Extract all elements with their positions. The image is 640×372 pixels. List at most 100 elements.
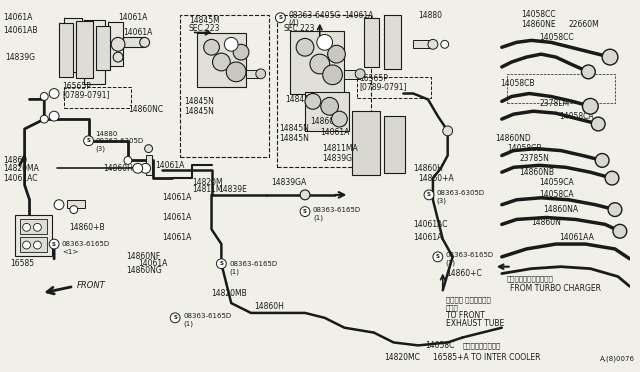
Text: S: S xyxy=(52,241,56,247)
Bar xyxy=(352,111,380,175)
Text: 14061A: 14061A xyxy=(3,13,33,22)
Bar xyxy=(180,15,269,157)
Text: 14860+C: 14860+C xyxy=(445,269,481,278)
Text: 14860NC: 14860NC xyxy=(310,116,345,126)
Bar xyxy=(507,74,615,103)
Circle shape xyxy=(22,224,31,231)
Bar xyxy=(196,32,246,87)
Text: (4): (4) xyxy=(288,19,299,28)
Text: FRONT: FRONT xyxy=(77,281,106,290)
Text: S: S xyxy=(220,261,223,266)
Text: 16585+A TO INTER COOLER: 16585+A TO INTER COOLER xyxy=(433,353,540,362)
Circle shape xyxy=(54,200,64,209)
Text: 14860NA: 14860NA xyxy=(543,205,579,214)
Circle shape xyxy=(310,54,330,74)
Circle shape xyxy=(300,207,310,217)
Bar xyxy=(97,26,110,70)
Circle shape xyxy=(582,65,595,79)
Text: 14061A: 14061A xyxy=(163,232,192,242)
Circle shape xyxy=(323,65,342,85)
Text: 14839G: 14839G xyxy=(322,154,352,163)
Text: 14845N: 14845N xyxy=(280,124,309,134)
Text: 14880: 14880 xyxy=(95,131,118,137)
Circle shape xyxy=(216,259,227,269)
Text: EXHAUST TUBE: EXHAUST TUBE xyxy=(445,319,504,328)
Text: 14811M: 14811M xyxy=(192,185,222,195)
Text: 14061AB: 14061AB xyxy=(3,26,38,35)
Text: 14860+A: 14860+A xyxy=(418,174,454,183)
Text: (1): (1) xyxy=(183,321,193,327)
Bar xyxy=(64,18,82,72)
Text: S: S xyxy=(303,209,307,214)
Circle shape xyxy=(113,52,123,62)
Circle shape xyxy=(608,203,622,217)
Circle shape xyxy=(40,93,48,100)
Circle shape xyxy=(321,97,339,115)
Circle shape xyxy=(424,190,434,200)
Circle shape xyxy=(212,53,230,71)
Circle shape xyxy=(595,154,609,167)
Circle shape xyxy=(605,171,619,185)
Text: 14845M: 14845M xyxy=(285,95,316,104)
Circle shape xyxy=(355,69,365,79)
Text: 14860NG: 14860NG xyxy=(126,266,162,275)
Text: SEC.223: SEC.223 xyxy=(284,24,315,33)
Text: S: S xyxy=(436,254,440,259)
Circle shape xyxy=(433,252,443,262)
Text: 14059CA: 14059CA xyxy=(539,177,574,187)
Bar xyxy=(413,41,433,48)
Circle shape xyxy=(332,111,348,127)
Text: 08363-6165D: 08363-6165D xyxy=(183,313,231,319)
Text: 14880: 14880 xyxy=(418,11,442,20)
Bar xyxy=(364,18,379,67)
Text: 23785N: 23785N xyxy=(520,154,549,163)
Text: 14860+B: 14860+B xyxy=(69,223,104,232)
Text: S: S xyxy=(427,192,431,198)
Bar xyxy=(64,87,131,108)
Bar xyxy=(20,237,47,252)
Text: 14860H: 14860H xyxy=(413,164,443,173)
Circle shape xyxy=(84,136,93,146)
Circle shape xyxy=(233,44,249,60)
Circle shape xyxy=(124,157,132,164)
Text: <1>: <1> xyxy=(62,249,78,255)
Text: 14860: 14860 xyxy=(3,156,27,165)
Text: 14061A: 14061A xyxy=(118,13,147,22)
Bar xyxy=(146,155,152,175)
Bar xyxy=(305,92,349,131)
Text: 08363-6165D: 08363-6165D xyxy=(445,252,494,258)
Text: 14058CB: 14058CB xyxy=(507,144,541,153)
Text: S: S xyxy=(86,138,90,143)
Circle shape xyxy=(49,89,59,99)
Text: (3): (3) xyxy=(437,198,447,204)
Text: SEC.223: SEC.223 xyxy=(189,24,220,33)
Text: 14061A: 14061A xyxy=(123,28,152,37)
Bar xyxy=(76,21,93,78)
Text: TO FRONT: TO FRONT xyxy=(445,311,484,320)
Circle shape xyxy=(275,13,285,23)
Circle shape xyxy=(49,239,59,249)
Text: S: S xyxy=(278,15,282,20)
Circle shape xyxy=(204,39,220,55)
Text: 14860NC: 14860NC xyxy=(128,105,163,114)
Circle shape xyxy=(33,241,42,249)
Circle shape xyxy=(296,38,314,56)
Text: 14860H: 14860H xyxy=(103,164,133,173)
Text: 14845M: 14845M xyxy=(189,16,220,25)
Bar xyxy=(291,31,344,94)
Circle shape xyxy=(49,111,59,121)
Text: ターボチャージャーから: ターボチャージャーから xyxy=(507,275,554,282)
Bar xyxy=(108,22,123,66)
Circle shape xyxy=(140,38,150,47)
Text: 14061A: 14061A xyxy=(163,193,192,202)
Text: 08363-6305D: 08363-6305D xyxy=(95,138,143,144)
Circle shape xyxy=(70,206,77,214)
Text: 14845N: 14845N xyxy=(184,107,214,116)
Text: A,(8)0076: A,(8)0076 xyxy=(600,356,635,362)
Bar xyxy=(15,215,52,256)
Text: 14061A: 14061A xyxy=(344,11,374,20)
Text: (1): (1) xyxy=(229,268,239,275)
Text: 14061A: 14061A xyxy=(320,128,349,137)
Circle shape xyxy=(428,39,438,49)
Text: 14058C: 14058C xyxy=(425,341,454,350)
